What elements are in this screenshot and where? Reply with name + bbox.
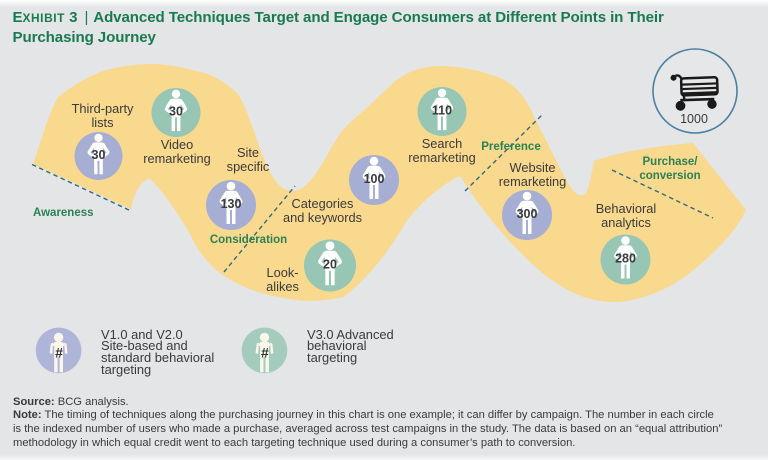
svg-text:130: 130	[221, 197, 242, 211]
svg-text:300: 300	[517, 207, 538, 221]
svg-text:20: 20	[323, 258, 337, 272]
svg-text:280: 280	[615, 252, 636, 266]
svg-text:100: 100	[364, 172, 385, 186]
svg-text:110: 110	[432, 104, 452, 118]
svg-text:30: 30	[92, 148, 106, 162]
svg-text:30: 30	[169, 105, 183, 119]
svg-text:1000: 1000	[680, 112, 708, 126]
